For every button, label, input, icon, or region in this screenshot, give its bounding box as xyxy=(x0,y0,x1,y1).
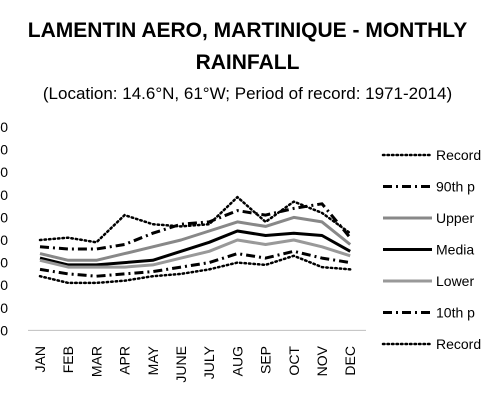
x-tick-label: NOV xyxy=(314,345,330,376)
series-line xyxy=(39,202,352,251)
series-line xyxy=(39,215,352,262)
y-tick-label: 0 xyxy=(0,300,8,316)
series-line xyxy=(39,238,351,269)
x-tick-label: APR xyxy=(117,346,133,375)
legend-label: Media xyxy=(436,242,474,258)
series-line xyxy=(38,195,352,244)
x-tick-label: JUNE xyxy=(173,346,189,383)
legend-label: 90th p xyxy=(436,179,475,195)
x-tick-label: AUG xyxy=(229,346,245,376)
legend-label: Lower xyxy=(436,273,474,289)
x-tick-label: SEP xyxy=(258,346,274,374)
chart-title-line2: RAINFALL xyxy=(195,51,300,74)
x-tick-label: MAY xyxy=(145,345,161,375)
series-line xyxy=(39,229,351,267)
legend-label: Record xyxy=(436,147,481,163)
x-tick-label: DEC xyxy=(342,346,358,376)
y-tick-label: 0 xyxy=(0,255,8,271)
chart-title-line1: LAMENTIN AERO, MARTINIQUE - MONTHLY xyxy=(27,19,468,42)
x-tick-label: JAN xyxy=(32,346,48,372)
y-tick-label: 0 xyxy=(0,322,8,338)
chart-subtitle: (Location: 14.6°N, 61°W; Period of recor… xyxy=(42,84,453,103)
x-tick-label: MAR xyxy=(88,346,104,377)
x-tick-label: FEB xyxy=(60,346,76,373)
y-tick-label: 0 xyxy=(0,142,8,158)
y-tick-label: 0 xyxy=(0,277,8,293)
y-tick-label: 0 xyxy=(0,164,8,180)
x-tick-label: JULY xyxy=(201,345,217,379)
legend-label: Record xyxy=(436,336,481,352)
x-tick-label: OCT xyxy=(286,346,302,376)
y-tick-label: 0 xyxy=(0,232,8,248)
legend-label: 10th p xyxy=(436,305,475,321)
legend-label: Upper xyxy=(436,210,474,226)
y-tick-label: 0 xyxy=(0,209,8,225)
series-line xyxy=(38,254,352,285)
series-line xyxy=(39,249,351,278)
y-tick-label: 0 xyxy=(0,119,8,135)
y-tick-label: 0 xyxy=(0,187,8,203)
